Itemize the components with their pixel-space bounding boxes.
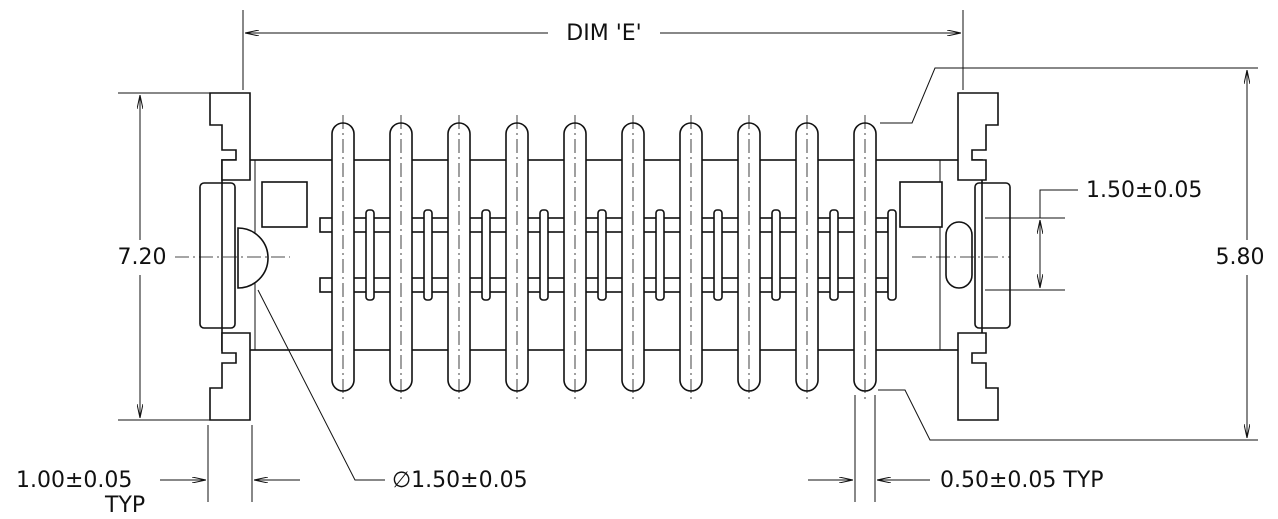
slot bbox=[945, 221, 973, 289]
contact-clip bbox=[539, 209, 549, 301]
extension-line bbox=[880, 67, 1258, 124]
dimension-label: 1.00±0.05 bbox=[16, 468, 132, 493]
contact-clip bbox=[481, 209, 491, 301]
dimension-label: 1.50±0.05 bbox=[1086, 178, 1202, 203]
clip bbox=[957, 332, 999, 421]
contact-clip bbox=[829, 209, 839, 301]
end-block bbox=[974, 182, 1011, 329]
contact-clip bbox=[365, 209, 375, 301]
extension-line bbox=[878, 389, 1258, 441]
dimension-note: TYP bbox=[104, 493, 145, 518]
contact-clip bbox=[887, 209, 897, 301]
dimension-label: 5.80 bbox=[1216, 245, 1265, 270]
clip bbox=[957, 92, 999, 181]
dimension-label: ∅1.50±0.05 bbox=[392, 468, 528, 493]
end-block bbox=[199, 182, 236, 329]
dimension-label: DIM 'E' bbox=[566, 21, 641, 46]
dimensions: DIM 'E' 7.20 5.80 1.50±0.05 1.00±0.05 TY… bbox=[16, 10, 1264, 518]
contact-clip bbox=[655, 209, 665, 301]
contact-clip bbox=[423, 209, 433, 301]
contact-clip bbox=[713, 209, 723, 301]
clip bbox=[209, 332, 251, 421]
clip bbox=[209, 92, 251, 181]
boss bbox=[261, 181, 308, 228]
leader bbox=[1039, 189, 1078, 218]
contact-clip bbox=[597, 209, 607, 301]
boss bbox=[899, 181, 943, 228]
connector bbox=[175, 92, 1011, 421]
body-outline bbox=[221, 159, 983, 351]
dimension-label: 7.20 bbox=[118, 245, 167, 270]
contact-clip bbox=[771, 209, 781, 301]
leader bbox=[257, 289, 385, 481]
dimension-label: 0.50±0.05 TYP bbox=[940, 468, 1104, 493]
peg bbox=[237, 227, 269, 289]
